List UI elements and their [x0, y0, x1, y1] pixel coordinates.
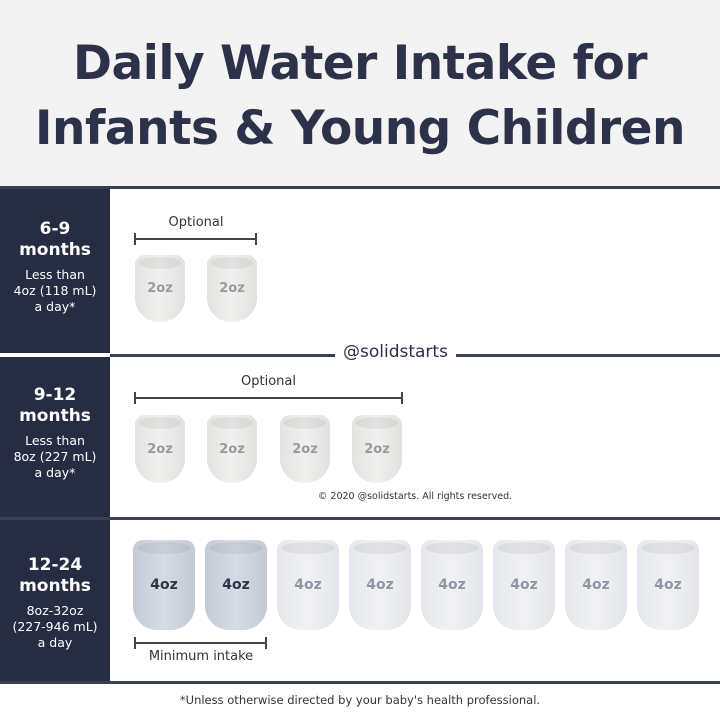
- cup: 2oz: [280, 415, 330, 483]
- bracket: [134, 392, 403, 404]
- intake-text: 8oz (227 mL): [13, 449, 97, 464]
- intake-text: a day*: [34, 299, 76, 314]
- gap: [0, 353, 110, 354]
- age-range: 9-12: [33, 385, 77, 405]
- cup: 2oz: [135, 415, 185, 483]
- intake-text: (227-946 mL): [12, 619, 98, 634]
- bracket: [134, 233, 257, 245]
- cup: 2oz: [352, 415, 402, 483]
- age-panel-6-9: 6-9 months Less than 4oz (118 mL) a day*: [0, 189, 110, 354]
- title-line-1: Daily Water Intake for: [73, 36, 648, 91]
- cup-minimum: 4oz: [133, 540, 195, 630]
- divider: [0, 517, 720, 520]
- age-range: 12-24: [27, 555, 83, 575]
- age-unit: months: [19, 240, 91, 260]
- cup-minimum: 4oz: [205, 540, 267, 630]
- age-panel-9-12: 9-12 months Less than 8oz (227 mL) a day*: [0, 357, 110, 517]
- age-panel-12-24: 12-24 months 8oz-32oz (227-946 mL) a day: [0, 520, 110, 681]
- cup: 4oz: [349, 540, 411, 630]
- watermark: @solidstarts: [335, 342, 456, 362]
- minimum-intake-label: Minimum intake: [148, 649, 254, 664]
- intake-text: 8oz-32oz: [26, 603, 84, 618]
- cup: 4oz: [565, 540, 627, 630]
- cup: 4oz: [421, 540, 483, 630]
- intake-text: 4oz (118 mL): [13, 283, 97, 298]
- age-unit: months: [19, 406, 91, 426]
- intake-text: a day*: [34, 465, 76, 480]
- bracket: [134, 637, 267, 649]
- cup: 2oz: [207, 415, 257, 483]
- cup: 2oz: [207, 255, 257, 322]
- age-range: 6-9: [39, 219, 71, 239]
- cup: 4oz: [493, 540, 555, 630]
- age-unit: months: [19, 576, 91, 596]
- optional-label: Optional: [241, 374, 296, 389]
- title-line-2: Infants & Young Children: [35, 101, 686, 156]
- cup: 4oz: [637, 540, 699, 630]
- divider: [0, 186, 720, 189]
- footnote: *Unless otherwise directed by your baby'…: [179, 693, 541, 707]
- intake-text: a day: [37, 635, 73, 650]
- intake-text: Less than: [25, 267, 85, 282]
- divider: [0, 681, 720, 684]
- intake-text: Less than: [25, 433, 85, 448]
- copyright: © 2020 @solidstarts. All rights reserved…: [317, 491, 513, 502]
- optional-label: Optional: [168, 215, 224, 230]
- header: [0, 0, 720, 186]
- cup: 4oz: [277, 540, 339, 630]
- cup: 2oz: [135, 255, 185, 322]
